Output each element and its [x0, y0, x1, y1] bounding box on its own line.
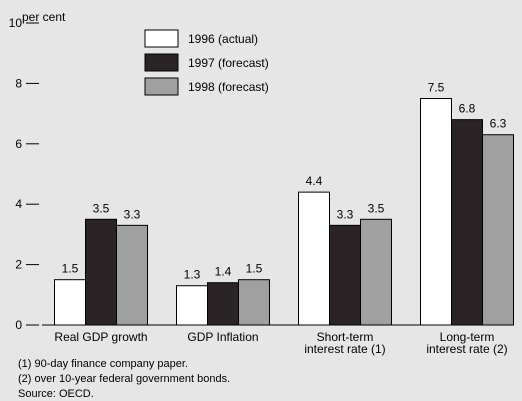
value-label: 3.5 — [93, 201, 110, 215]
value-label: 4.4 — [306, 174, 323, 188]
y-tick-label: 6 — [15, 137, 22, 151]
bar — [238, 279, 270, 326]
x-tick-label-line: interest rate (2) — [426, 342, 507, 356]
footnote: (2) over 10-year federal government bond… — [18, 373, 230, 385]
value-label: 7.5 — [428, 81, 445, 95]
x-tick-label: GDP Inflation — [187, 330, 258, 344]
legend-label: 1996 (actual) — [188, 32, 258, 46]
legend-swatch — [144, 29, 179, 48]
bar — [176, 285, 208, 326]
value-label: 1.3 — [184, 268, 201, 282]
x-tick-label-line: Real GDP growth — [54, 330, 147, 344]
legend-swatch — [144, 77, 179, 96]
y-tick-label: 8 — [15, 76, 22, 90]
value-label: 1.4 — [215, 265, 232, 279]
x-tick-label: Real GDP growth — [54, 330, 147, 344]
bar — [207, 282, 239, 326]
bar — [329, 224, 361, 326]
y-tick-label: 4 — [15, 197, 22, 211]
footnote: (1) 90-day finance company paper. — [18, 358, 188, 370]
footnote: Source: OECD. — [18, 388, 94, 400]
y-axis-label: per cent — [22, 10, 66, 24]
x-tick-label: Short-term interest rate (1) — [304, 330, 385, 356]
bar — [451, 119, 483, 326]
bar — [420, 98, 452, 326]
y-tick-label: 10 — [9, 16, 23, 30]
value-label: 6.3 — [490, 117, 507, 131]
value-label: 1.5 — [246, 262, 263, 276]
legend-label: 1998 (forecast) — [188, 80, 269, 94]
x-tick-label-line: Long-term — [440, 330, 495, 344]
bar — [54, 279, 86, 326]
value-label: 3.5 — [368, 201, 385, 215]
y-tick-label: 0 — [15, 318, 22, 332]
bar — [116, 224, 148, 326]
x-tick-label-line: GDP Inflation — [187, 330, 258, 344]
value-label: 3.3 — [337, 207, 354, 221]
value-label: 3.3 — [124, 207, 141, 221]
value-label: 6.8 — [459, 102, 476, 116]
x-tick-label-line: interest rate (1) — [304, 342, 385, 356]
x-tick-label-line: Short-term — [317, 330, 374, 344]
legend-label: 1997 (forecast) — [188, 56, 269, 70]
bar — [360, 218, 392, 326]
legend-swatch — [144, 53, 179, 72]
x-tick-label: Long-term interest rate (2) — [426, 330, 507, 356]
value-label: 1.5 — [62, 262, 79, 276]
bar — [298, 191, 330, 326]
y-tick-label: 2 — [15, 258, 22, 272]
bar — [85, 218, 117, 326]
bar — [482, 134, 514, 326]
